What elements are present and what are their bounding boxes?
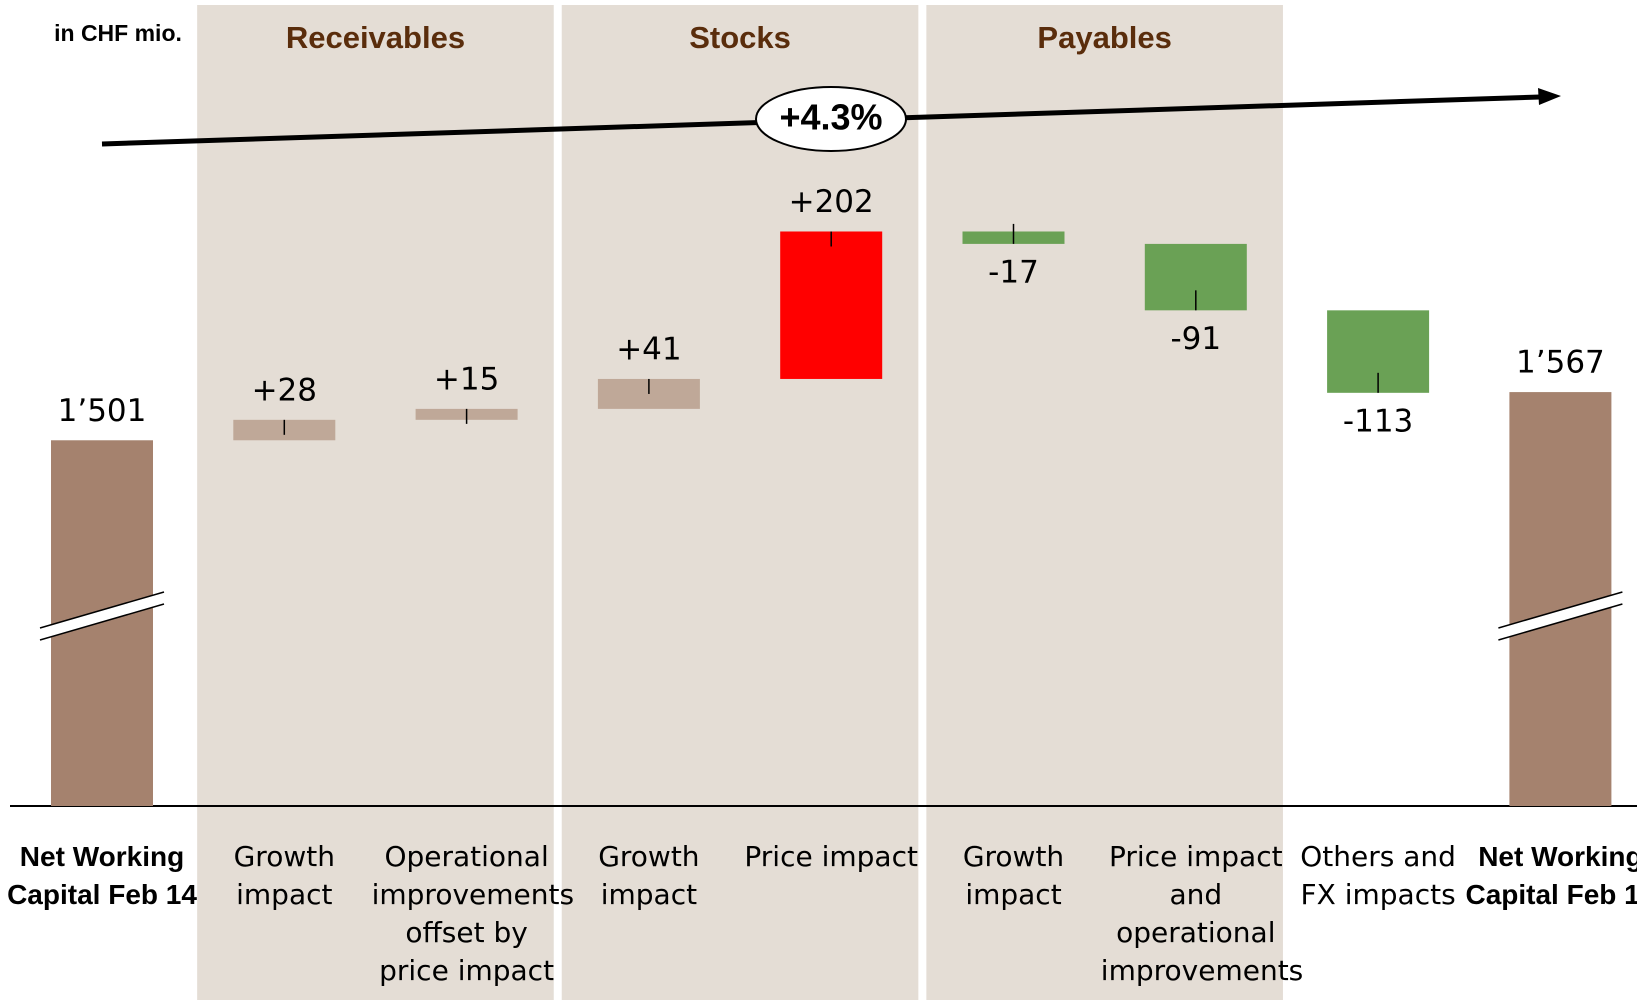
axis-break <box>1498 592 1623 640</box>
value-label: +28 <box>252 372 317 408</box>
x-tick-label: Growth impact <box>598 840 700 911</box>
axis-break-line <box>1498 603 1623 641</box>
value-label: -17 <box>988 254 1039 290</box>
group-label: Stocks <box>689 20 791 55</box>
axis-break-line <box>39 603 165 641</box>
unit-label: in CHF mio. <box>54 20 182 46</box>
group-band <box>926 5 1283 1000</box>
x-tick-label: Others and FX impacts <box>1300 840 1456 911</box>
annotation-ellipse <box>755 86 907 152</box>
axis-break-line <box>1498 591 1623 629</box>
value-label: 1’567 <box>1516 345 1605 381</box>
value-label: -113 <box>1343 403 1413 439</box>
axis-break-line <box>39 591 165 629</box>
value-label: 1’501 <box>58 393 147 429</box>
annotation: +4.3% <box>779 97 882 138</box>
x-tick-label: Growth impact <box>233 840 335 911</box>
group-label: Payables <box>1037 20 1171 55</box>
group-label: Receivables <box>286 20 465 55</box>
group-band <box>197 5 554 1000</box>
x-tick-label: Net Working Capital Feb 15 <box>1465 841 1637 910</box>
x-tick-label: Net Working Capital Feb 14 <box>7 841 197 910</box>
bar <box>780 231 883 379</box>
arrow-head <box>1538 88 1561 105</box>
x-tick-label: Operational improvements offset by price… <box>371 840 575 987</box>
value-label: +202 <box>789 184 874 220</box>
x-tick-label: Growth impact <box>962 840 1065 911</box>
bar <box>1509 392 1612 806</box>
x-tick-label: Price impact <box>744 840 918 873</box>
group-band <box>561 5 919 1000</box>
axis-break <box>40 592 164 640</box>
value-label: +41 <box>616 331 681 367</box>
x-tick-label: Price impact and operational improvement… <box>1100 840 1304 987</box>
value-label: -91 <box>1170 321 1221 357</box>
value-label: +15 <box>434 361 499 397</box>
